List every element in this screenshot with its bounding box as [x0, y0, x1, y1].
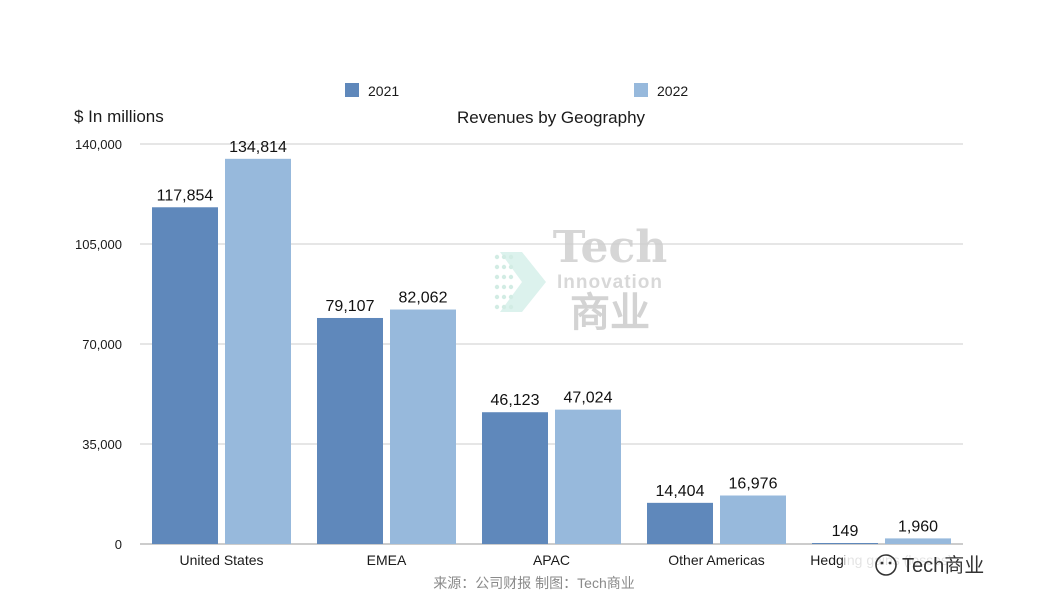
category-label: United States [179, 552, 263, 568]
bar-2022-0 [225, 158, 291, 544]
brand-badge-backdrop [845, 549, 1023, 581]
watermark-innovation: Innovation [557, 272, 663, 293]
watermark-dot-icon [508, 254, 514, 260]
text-layer: 0 35,000 70,000 105,000 140,000 United States… [74, 83, 1023, 591]
watermark-dot-icon [501, 304, 507, 310]
watermark-cn: 商业 [570, 291, 650, 335]
data-label-2021-2: 46,123 [491, 392, 540, 409]
data-label-2022-0: 134,814 [229, 139, 287, 156]
wechat-eye-icon [880, 561, 884, 565]
brand-badge: Tech商业 [845, 549, 1023, 581]
watermark-dot-icon [494, 254, 500, 260]
watermark-dot-icon [508, 274, 514, 280]
watermark-dot-icon [501, 284, 507, 290]
data-label-2022-4: 1,960 [898, 518, 938, 535]
watermark-dot-icon [508, 304, 514, 310]
bar-2021-0 [152, 207, 218, 544]
bar-2022-2 [555, 409, 621, 544]
watermark-dot-icon [508, 264, 514, 270]
data-label-2022-3: 16,976 [729, 475, 778, 492]
y-tick-label: 35,000 [82, 437, 122, 452]
data-label-2021-4: 149 [832, 523, 859, 540]
bar-2022-4 [885, 538, 951, 544]
legend-label-2022: 2022 [657, 83, 688, 99]
legend-label-2021: 2021 [368, 83, 399, 99]
y-tick-label: 140,000 [75, 137, 122, 152]
bar-2021-3 [647, 502, 713, 544]
source-note: 来源：公司财报 制图：Tech商业 [433, 575, 634, 591]
watermark-dot-icon [494, 274, 500, 280]
bar-2021-4 [812, 543, 878, 544]
y-tick-label: 0 [115, 537, 122, 552]
watermark-dot-icon [501, 254, 507, 260]
y-tick-label: 105,000 [75, 237, 122, 252]
data-label-2022-1: 82,062 [399, 290, 448, 307]
bar-2021-1 [317, 317, 383, 544]
watermark-tech: Tech [553, 222, 667, 273]
brand-label: Tech商业 [902, 554, 984, 577]
wechat-icon [875, 554, 897, 576]
legend-swatch-2021 [345, 83, 359, 97]
category-label: Other Americas [668, 552, 764, 568]
bar-2022-3 [720, 495, 786, 544]
watermark-dot-icon [501, 274, 507, 280]
y-tick-label: 70,000 [82, 337, 122, 352]
chart-title: Revenues by Geography [457, 108, 646, 127]
watermark-dot-icon [508, 294, 514, 300]
watermark-dot-icon [494, 284, 500, 290]
labels-layer: 117,854 134,814 79,107 82,062 46,123 47,024 14… [157, 139, 938, 540]
data-label-2021-1: 79,107 [326, 298, 375, 315]
wechat-eye-icon [888, 561, 892, 565]
y-axis-unit-label: $ In millions [74, 107, 164, 126]
bars-layer [152, 158, 951, 544]
watermark-dot-icon [508, 284, 514, 290]
watermark-dot-icon [501, 264, 507, 270]
bar-2022-1 [390, 309, 456, 544]
data-label-2022-2: 47,024 [564, 390, 613, 407]
legend-swatch-2022 [634, 83, 648, 97]
bar-2021-2 [482, 412, 548, 544]
watermark-dot-icon [494, 294, 500, 300]
watermark-dot-icon [494, 304, 500, 310]
watermark-dot-icon [494, 264, 500, 270]
category-label: APAC [533, 552, 570, 568]
category-label: EMEA [367, 552, 407, 568]
data-label-2021-0: 117,854 [157, 187, 214, 204]
watermark-dot-icon [501, 294, 507, 300]
watermark-arrow-icon [500, 252, 546, 312]
data-label-2021-3: 14,404 [656, 483, 705, 500]
